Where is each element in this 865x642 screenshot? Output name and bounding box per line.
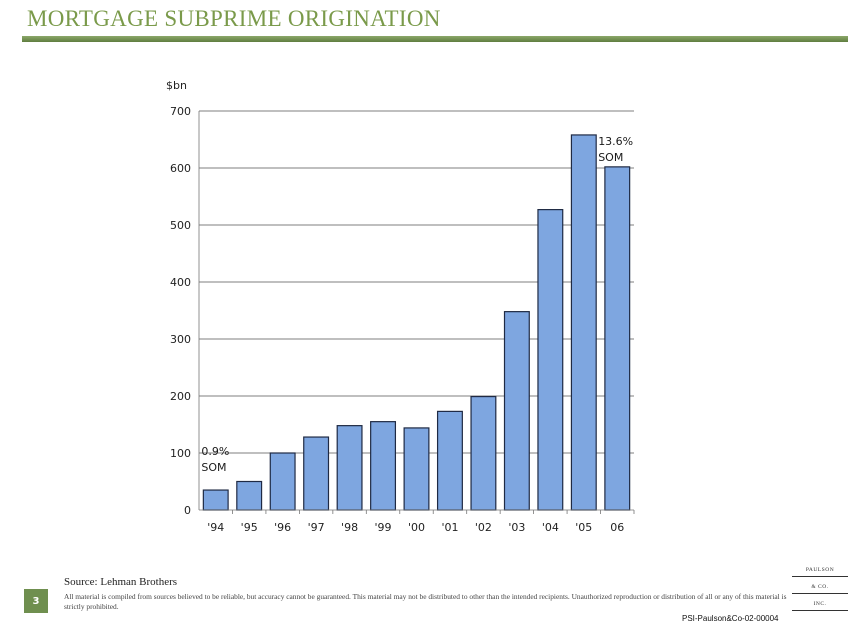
y-tick-label: 100 [170,447,191,460]
bar [269,452,296,511]
y-axis-label: $bn [166,79,187,92]
annotation-label: 13.6% [598,135,633,148]
y-tick-label: 500 [170,219,191,232]
bars [202,134,631,511]
paulson-logo: PAULSON & CO. INC. [792,565,848,616]
annotation-label: SOM [201,461,226,474]
bar [336,425,363,511]
page-number-badge: 3 [24,589,48,613]
x-tick-label: '05 [575,521,592,534]
bar [403,427,430,511]
x-tick-label: 06 [610,521,624,534]
bar-chart: 0 100 200 300 400 500 600 700 $bn '94 '95 '96 '97 '98… [166,79,635,534]
slide-title: MORTGAGE SUBPRIME ORIGINATION [27,6,441,31]
y-tick-label: 0 [184,504,191,517]
x-tick-label: '00 [408,521,425,534]
bar [370,421,397,511]
x-tick-label: '98 [341,521,358,534]
y-tick-label: 600 [170,162,191,175]
bar [303,436,330,511]
logo-line-inc: INC. [792,599,848,611]
bar [570,134,597,511]
x-tick-label: '99 [375,521,392,534]
bar [236,480,263,511]
logo-line-name: PAULSON [792,565,848,577]
x-tick-label: '02 [475,521,492,534]
x-tick-label: '04 [542,521,559,534]
document-id: PSI-Paulson&Co-02-00004 [682,614,779,623]
x-tick-label: '96 [274,521,291,534]
y-tick-label: 400 [170,276,191,289]
bar [436,410,463,511]
x-tick-label: '95 [241,521,258,534]
annotation-label: 0.9% [201,445,229,458]
x-tick-label: '94 [207,521,224,534]
y-tick-label: 200 [170,390,191,403]
y-tick-label: 700 [170,105,191,118]
bar [503,311,530,511]
bar [604,166,631,511]
bar [470,395,497,511]
disclaimer-text: All material is compiled from sources be… [64,592,787,611]
gridlines [199,110,634,454]
x-tick-label: '97 [308,521,325,534]
labels: 0 100 200 300 400 500 600 700 $bn '94 '95 '96 '97 '98… [166,79,633,534]
axes [198,111,635,514]
y-tick-label: 300 [170,333,191,346]
source-note: Source: Lehman Brothers [64,576,178,588]
bar [537,209,564,511]
logo-line-co: & CO. [792,582,848,594]
title-rule [22,36,848,42]
bar [202,489,229,511]
x-tick-label: '03 [508,521,525,534]
x-tick-label: '01 [441,521,458,534]
annotation-label: SOM [598,151,623,164]
